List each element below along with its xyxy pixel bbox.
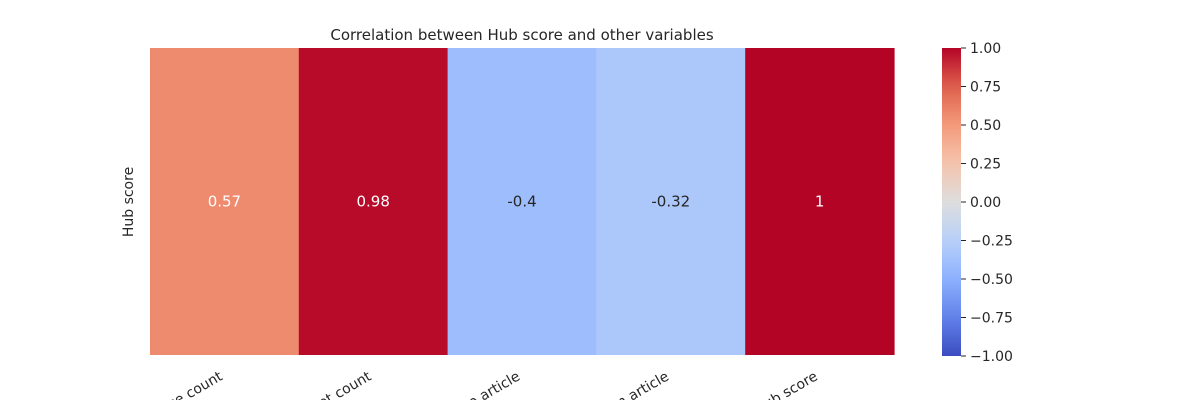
heatmap-cell — [298, 48, 449, 355]
heatmap-cells: 0.57 0.98 -0.4 -0.32 1 — [150, 48, 895, 355]
heatmap-cell — [596, 48, 746, 355]
heatmap-cell — [447, 48, 597, 355]
y-axis-label: Hub score — [121, 167, 137, 237]
chart-title: Correlation between Hub score and other … — [330, 26, 713, 44]
cell-annotation: 0.98 — [356, 193, 389, 211]
colorbar-tick-label: 1.00 — [970, 41, 1001, 57]
cell-annotation: -0.32 — [651, 193, 690, 211]
colorbar-tick-label: 0.25 — [970, 157, 1001, 173]
cell-annotation: 1 — [815, 193, 825, 211]
cell-annotation: -0.4 — [507, 193, 536, 211]
heatmap-cell — [745, 48, 895, 355]
x-tick-labels: ce count et count o article m article ub sco… — [165, 368, 820, 400]
colorbar-tick-label: −0.25 — [970, 234, 1013, 250]
colorbar-tick-label: −1.00 — [970, 349, 1013, 365]
x-tick-label: et count — [316, 368, 375, 400]
x-tick-label: ub score — [761, 369, 821, 400]
x-tick-label: ce count — [165, 368, 226, 400]
x-tick-label: o article — [466, 369, 523, 400]
colorbar-tick-label: −0.50 — [970, 272, 1013, 288]
colorbar — [942, 48, 961, 356]
cell-annotation: 0.57 — [208, 193, 241, 211]
x-tick-label: m article — [610, 369, 672, 400]
colorbar-tick-label: 0.75 — [970, 80, 1001, 96]
colorbar-tick-label: 0.00 — [970, 195, 1001, 211]
colorbar-tick-label: 0.50 — [970, 118, 1001, 134]
colorbar-ticks: 1.00 0.75 0.50 0.25 0.00 −0.25 −0.50 −0.75 −1.00 — [961, 41, 1013, 365]
heatmap-cell — [150, 48, 300, 355]
colorbar-tick-label: −0.75 — [970, 311, 1013, 327]
